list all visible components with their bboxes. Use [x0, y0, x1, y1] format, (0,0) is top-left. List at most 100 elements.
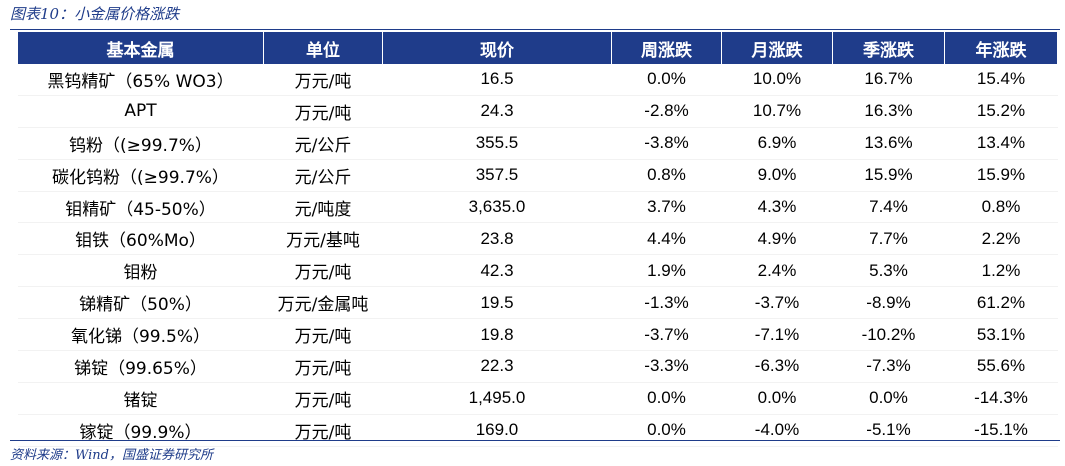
- metal-name-cell: 黑钨精矿（65% WO3）: [17, 64, 264, 96]
- yearly-change-cell: 2.2%: [944, 222, 1058, 256]
- quarterly-change-cell: 7.7%: [832, 222, 945, 256]
- quarterly-change-cell: -7.3%: [832, 350, 945, 383]
- table-row: 锑锭（99.65%） 万元/吨 22.3 -3.3% -6.3% -7.3% 55.6%: [17, 350, 1058, 383]
- yearly-change-cell: 15.2%: [944, 95, 1058, 128]
- yearly-change-cell: 0.8%: [944, 191, 1058, 224]
- table-row: 钼粉 万元/吨 42.3 1.9% 2.4% 5.3% 1.2%: [17, 254, 1058, 288]
- quarterly-change-cell: 0.0%: [832, 382, 945, 415]
- price-cell: 16.5: [382, 64, 612, 96]
- column-header: 现价: [382, 32, 612, 64]
- figure-title: 图表10：小金属价格涨跌: [10, 5, 180, 23]
- yearly-change-cell: 61.2%: [944, 286, 1058, 320]
- column-header: 基本金属: [17, 32, 264, 64]
- column-header: 单位: [263, 32, 383, 64]
- table-row: 镓锭（99.9%） 万元/吨 169.0 0.0% -4.0% -5.1% -15.1%: [17, 414, 1058, 447]
- bottom-divider: [10, 440, 1060, 441]
- column-header: 年涨跌: [944, 32, 1058, 64]
- monthly-change-cell: 9.0%: [721, 159, 833, 192]
- table-row: 钼铁（60%Mo） 万元/基吨 23.8 4.4% 4.9% 7.7% 2.2%: [17, 222, 1058, 256]
- table-row: 锑精矿（50%） 万元/金属吨 19.5 -1.3% -3.7% -8.9% 61.2%: [17, 286, 1058, 320]
- table-header-row: 基本金属 单位 现价 周涨跌 月涨跌 季涨跌 年涨跌: [17, 32, 1058, 64]
- unit-cell: 万元/基吨: [263, 222, 383, 256]
- weekly-change-cell: -3.8%: [611, 127, 722, 160]
- weekly-change-cell: 3.7%: [611, 191, 722, 224]
- monthly-change-cell: -4.0%: [721, 414, 833, 447]
- unit-cell: 元/公斤: [263, 127, 383, 160]
- unit-cell: 万元/吨: [263, 382, 383, 415]
- quarterly-change-cell: -8.9%: [832, 286, 945, 320]
- yearly-change-cell: 53.1%: [944, 318, 1058, 352]
- monthly-change-cell: 4.9%: [721, 222, 833, 256]
- yearly-change-cell: -14.3%: [944, 382, 1058, 415]
- quarterly-change-cell: 16.3%: [832, 95, 945, 128]
- weekly-change-cell: -1.3%: [611, 286, 722, 320]
- column-header: 月涨跌: [721, 32, 833, 64]
- monthly-change-cell: 10.0%: [721, 64, 833, 96]
- quarterly-change-cell: -5.1%: [832, 414, 945, 447]
- quarterly-change-cell: 5.3%: [832, 254, 945, 288]
- weekly-change-cell: -2.8%: [611, 95, 722, 128]
- metal-name-cell: APT: [17, 95, 264, 128]
- quarterly-change-cell: -10.2%: [832, 318, 945, 352]
- table-body: 黑钨精矿（65% WO3） 万元/吨 16.5 0.0% 10.0% 16.7% 15.4%…: [17, 64, 1058, 447]
- price-cell: 42.3: [382, 254, 612, 288]
- yearly-change-cell: 15.4%: [944, 64, 1058, 96]
- weekly-change-cell: 1.9%: [611, 254, 722, 288]
- unit-cell: 万元/金属吨: [263, 286, 383, 320]
- metal-name-cell: 钼精矿（45-50%）: [17, 191, 264, 224]
- metal-name-cell: 锑锭（99.65%）: [17, 350, 264, 383]
- metal-name-cell: 碳化钨粉（(≥99.7%）: [17, 159, 264, 192]
- table-row: 黑钨精矿（65% WO3） 万元/吨 16.5 0.0% 10.0% 16.7% 15.4%: [17, 64, 1058, 96]
- yearly-change-cell: 1.2%: [944, 254, 1058, 288]
- monthly-change-cell: -6.3%: [721, 350, 833, 383]
- monthly-change-cell: 6.9%: [721, 127, 833, 160]
- unit-cell: 元/公斤: [263, 159, 383, 192]
- yearly-change-cell: 55.6%: [944, 350, 1058, 383]
- top-divider: [10, 29, 1060, 30]
- unit-cell: 万元/吨: [263, 95, 383, 128]
- quarterly-change-cell: 13.6%: [832, 127, 945, 160]
- table-row: APT 万元/吨 24.3 -2.8% 10.7% 16.3% 15.2%: [17, 95, 1058, 128]
- table-row: 钼精矿（45-50%） 元/吨度 3,635.0 3.7% 4.3% 7.4% 0.8%: [17, 191, 1058, 224]
- unit-cell: 元/吨度: [263, 191, 383, 224]
- monthly-change-cell: -7.1%: [721, 318, 833, 352]
- table-row: 碳化钨粉（(≥99.7%） 元/公斤 357.5 0.8% 9.0% 15.9% 15.9%: [17, 159, 1058, 192]
- price-cell: 23.8: [382, 222, 612, 256]
- metal-name-cell: 镓锭（99.9%）: [17, 414, 264, 447]
- column-header: 季涨跌: [832, 32, 945, 64]
- monthly-change-cell: 0.0%: [721, 382, 833, 415]
- unit-cell: 万元/吨: [263, 414, 383, 447]
- weekly-change-cell: 0.8%: [611, 159, 722, 192]
- metal-name-cell: 氧化锑（99.5%）: [17, 318, 264, 352]
- weekly-change-cell: -3.7%: [611, 318, 722, 352]
- monthly-change-cell: 4.3%: [721, 191, 833, 224]
- metal-name-cell: 锗锭: [17, 382, 264, 415]
- table-row: 钨粉（(≥99.7%） 元/公斤 355.5 -3.8% 6.9% 13.6% 13.4%: [17, 127, 1058, 160]
- unit-cell: 万元/吨: [263, 64, 383, 96]
- metal-name-cell: 钼粉: [17, 254, 264, 288]
- weekly-change-cell: -3.3%: [611, 350, 722, 383]
- source-note: 资料来源：Wind，国盛证券研究所: [10, 448, 213, 463]
- price-cell: 19.5: [382, 286, 612, 320]
- price-cell: 355.5: [382, 127, 612, 160]
- metal-name-cell: 锑精矿（50%）: [17, 286, 264, 320]
- weekly-change-cell: 0.0%: [611, 64, 722, 96]
- unit-cell: 万元/吨: [263, 254, 383, 288]
- metal-name-cell: 钼铁（60%Mo）: [17, 222, 264, 256]
- price-cell: 22.3: [382, 350, 612, 383]
- unit-cell: 万元/吨: [263, 318, 383, 352]
- column-header: 周涨跌: [611, 32, 722, 64]
- weekly-change-cell: 0.0%: [611, 382, 722, 415]
- price-cell: 169.0: [382, 414, 612, 447]
- weekly-change-cell: 4.4%: [611, 222, 722, 256]
- price-cell: 24.3: [382, 95, 612, 128]
- price-cell: 19.8: [382, 318, 612, 352]
- quarterly-change-cell: 15.9%: [832, 159, 945, 192]
- quarterly-change-cell: 7.4%: [832, 191, 945, 224]
- price-cell: 3,635.0: [382, 191, 612, 224]
- table-row: 氧化锑（99.5%） 万元/吨 19.8 -3.7% -7.1% -10.2% 53.1%: [17, 318, 1058, 352]
- yearly-change-cell: 13.4%: [944, 127, 1058, 160]
- metal-name-cell: 钨粉（(≥99.7%）: [17, 127, 264, 160]
- monthly-change-cell: 10.7%: [721, 95, 833, 128]
- price-cell: 357.5: [382, 159, 612, 192]
